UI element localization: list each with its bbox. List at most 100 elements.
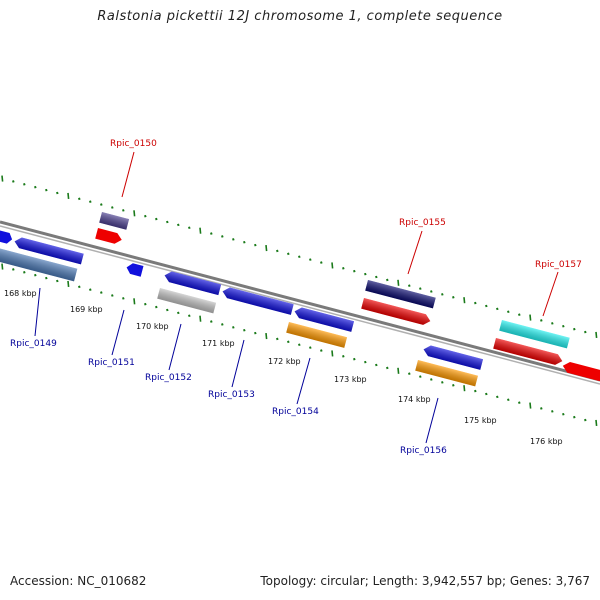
gene-rpic-0157[interactable]: [499, 320, 570, 349]
minor-tick: [353, 357, 356, 361]
gene-label[interactable]: Rpic_0156: [400, 446, 447, 456]
minor-tick: [166, 220, 169, 224]
kbp-label: 170 kbp: [136, 322, 169, 331]
gene-label[interactable]: Rpic_0153: [208, 390, 255, 400]
gene-rpic-0149[interactable]: [0, 248, 78, 282]
gene-rpic-0151[interactable]: [125, 262, 144, 277]
minor-tick: [386, 366, 389, 370]
minor-tick: [562, 324, 565, 328]
minor-tick: [177, 311, 180, 315]
minor-tick: [452, 296, 455, 299]
minor-tick: [45, 188, 48, 192]
minor-tick: [276, 249, 279, 253]
gene-label[interactable]: Rpic_0157: [535, 260, 582, 270]
minor-tick: [485, 304, 488, 308]
minor-tick: [89, 200, 92, 203]
gene-track: [0, 212, 600, 387]
gene-red-1[interactable]: [95, 228, 123, 245]
minor-tick: [287, 252, 290, 256]
minor-tick: [276, 337, 279, 341]
gene-blue-3[interactable]: [293, 306, 355, 332]
minor-tick: [100, 203, 103, 206]
minor-tick: [111, 206, 114, 209]
minor-tick: [287, 340, 290, 344]
gene-blue-1[interactable]: [13, 236, 84, 265]
minor-tick: [210, 320, 213, 323]
minor-tick: [221, 323, 224, 326]
major-tick: [67, 192, 70, 199]
minor-tick: [78, 197, 81, 201]
backbone-inner: [0, 225, 600, 385]
major-tick: [1, 263, 4, 270]
upper-tick-row: [1, 175, 598, 339]
minor-tick: [298, 343, 301, 347]
major-tick: [397, 367, 400, 374]
gene-label[interactable]: Rpic_0151: [88, 358, 135, 368]
major-tick: [265, 244, 268, 252]
minor-tick: [441, 293, 444, 296]
gene-label[interactable]: Rpic_0152: [145, 373, 192, 383]
minor-tick: [419, 287, 422, 290]
kbp-label: 176 kbp: [530, 437, 563, 446]
backbone-outer: [0, 220, 600, 382]
gene-blue-4[interactable]: [422, 344, 484, 370]
accession-text: Accession: NC_010682: [10, 574, 147, 588]
minor-tick: [144, 302, 147, 306]
gene-blue-2[interactable]: [163, 270, 222, 296]
minor-tick: [45, 276, 48, 280]
major-tick: [595, 419, 598, 427]
kbp-label: 169 kbp: [70, 305, 103, 314]
minor-tick: [540, 407, 543, 410]
gene-red-2[interactable]: [361, 298, 432, 326]
gene-rpic-0155[interactable]: [365, 280, 436, 309]
kbp-label: 168 kbp: [4, 289, 37, 298]
major-tick: [463, 385, 466, 392]
minor-tick: [56, 191, 59, 195]
gene-rpic-0156[interactable]: [415, 360, 478, 387]
minor-tick: [254, 243, 257, 247]
major-tick: [265, 332, 268, 340]
minor-tick: [89, 288, 92, 291]
minor-tick: [298, 255, 301, 259]
gene-label[interactable]: Rpic_0155: [399, 218, 446, 228]
gene-rpic-0154[interactable]: [286, 322, 348, 348]
major-tick: [133, 298, 136, 305]
minor-tick: [23, 183, 26, 186]
major-tick: [529, 314, 532, 321]
minor-tick: [364, 360, 367, 364]
gene-label[interactable]: Rpic_0149: [10, 339, 57, 349]
minor-tick: [408, 284, 411, 287]
minor-tick: [353, 269, 356, 273]
minor-tick: [254, 331, 257, 335]
minor-tick: [496, 395, 499, 399]
minor-tick: [342, 355, 345, 358]
minor-tick: [364, 272, 367, 276]
minor-tick: [408, 372, 411, 375]
topology-text: Topology: circular; Length: 3,942,557 bp…: [260, 574, 590, 588]
major-tick: [463, 297, 466, 304]
gene-rpic-0150[interactable]: [99, 212, 130, 230]
gene-label[interactable]: Rpic_0150: [110, 139, 157, 149]
gene-red-3[interactable]: [493, 338, 564, 366]
kbp-label: 171 kbp: [202, 339, 235, 348]
minor-tick: [177, 223, 180, 227]
gene-rpic-0153[interactable]: [221, 286, 294, 315]
minor-tick: [551, 410, 554, 413]
minor-tick: [518, 401, 521, 404]
minor-tick: [551, 322, 554, 325]
gene-rpic-0152[interactable]: [157, 288, 217, 314]
gene-blue-0[interactable]: [0, 230, 13, 245]
minor-tick: [23, 271, 26, 274]
minor-tick: [375, 275, 378, 279]
minor-tick: [386, 278, 389, 282]
gene-red-4[interactable]: [561, 360, 600, 383]
lower-tick-row: [1, 263, 598, 427]
minor-tick: [122, 297, 125, 300]
gene-label[interactable]: Rpic_0154: [272, 407, 319, 417]
minor-tick: [166, 308, 169, 312]
minor-tick: [573, 415, 576, 419]
upper-gene-labels: Rpic_0150 Rpic_0155 Rpic_0157: [110, 139, 582, 270]
minor-tick: [56, 279, 59, 283]
minor-tick: [232, 326, 235, 329]
